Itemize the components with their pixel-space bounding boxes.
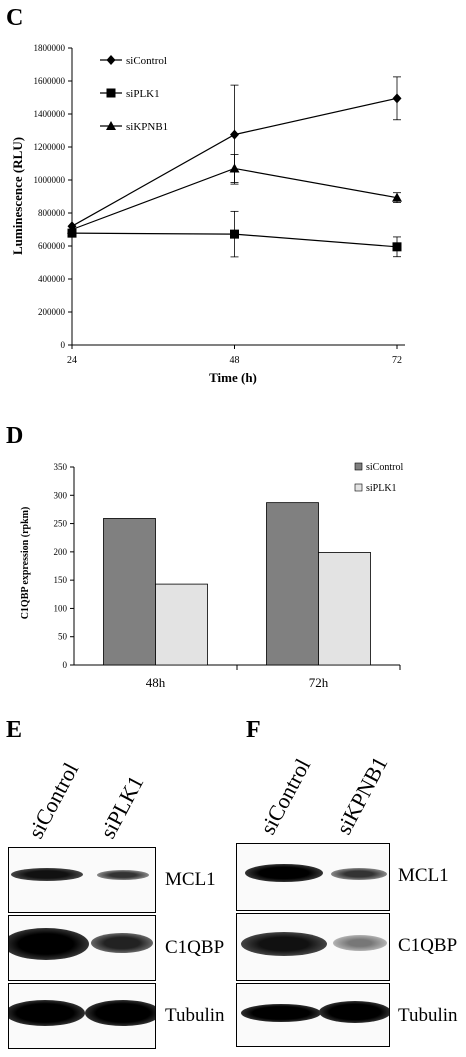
y-tick-label: 1400000 (34, 109, 66, 119)
y-tick-label: 300 (54, 490, 68, 500)
band (333, 935, 387, 951)
line-chart-luminescence: 0 200000 400000 600000 800000 1000000 1200000 1… (10, 43, 405, 385)
y-tick-label: 0 (61, 340, 66, 350)
x-tick-label: 24 (67, 355, 77, 366)
data-point-square (106, 88, 116, 98)
x-tick-label: 48 (230, 355, 240, 366)
band (11, 868, 83, 881)
blot-label-c1qbp: C1QBP (398, 935, 458, 956)
bars-group (103, 502, 371, 666)
series-group (67, 76, 402, 258)
data-point-diamond (392, 93, 402, 104)
legend-swatch (354, 483, 363, 492)
x-tick-label: 72 (392, 355, 402, 366)
band (241, 932, 327, 956)
band (9, 1000, 85, 1026)
y-tick-label: 150 (54, 575, 68, 585)
x-axis-label: Time (h) (209, 370, 257, 385)
data-point-diamond (230, 129, 239, 140)
legend-swatch (354, 462, 363, 471)
lane-label-sicontrol: siControl (22, 758, 84, 843)
lane-label-sikpnb1: siKPNB1 (330, 752, 393, 839)
data-point-triangle (392, 192, 402, 202)
y-tick-label: 1200000 (34, 142, 66, 152)
blot-label-mcl1: MCL1 (165, 869, 216, 890)
panel-letter-e: E (6, 717, 23, 743)
band (91, 933, 153, 953)
band (331, 868, 387, 880)
bar-chart-c1qbp: 0 50 100 150 200 250 300 350 48h 72h siControl siP… (20, 462, 403, 690)
bar-siplk1 (155, 583, 208, 666)
legend-label: siControl (126, 55, 167, 67)
data-point-diamond (106, 55, 116, 65)
x-tick-label: 72h (309, 675, 329, 690)
lane-label-siplk1: siPLK1 (94, 771, 149, 843)
band (85, 1000, 155, 1026)
y-tick-labels: 0 200000 400000 600000 800000 1000000 1200000 1… (34, 43, 403, 366)
y-tick-label: 200000 (38, 307, 66, 317)
y-tick-label: 350 (54, 462, 68, 472)
legend-label: siKPNB1 (126, 121, 168, 133)
blot-label-mcl1: MCL1 (398, 865, 449, 886)
blot-row-c1qbp (8, 915, 156, 981)
blot-label-c1qbp: C1QBP (165, 937, 225, 958)
bar-sicontrol (266, 502, 319, 666)
lane-label-sicontrol: siControl (254, 754, 316, 839)
band (97, 870, 149, 880)
band (241, 1004, 321, 1022)
blot-row-c1qbp (236, 913, 390, 981)
data-point-triangle (67, 224, 77, 234)
x-tick-label: 48h (146, 675, 166, 690)
series-sikpnb1 (67, 154, 402, 234)
y-tick-label: 800000 (38, 208, 66, 218)
y-tick-label: 250 (54, 519, 68, 529)
panel-letter-d: D (6, 423, 24, 449)
chart-axes (68, 47, 405, 349)
blot-row-mcl1 (236, 843, 390, 911)
bar-sicontrol (103, 518, 156, 666)
y-axis-label: C1QBP expression (rpkm) (20, 507, 31, 620)
y-tick-label: 50 (58, 632, 68, 642)
band (319, 1001, 389, 1023)
y-tick-label: 0 (63, 660, 68, 670)
data-point-square (230, 229, 239, 239)
blot-label-tubulin: Tubulin (398, 1005, 458, 1026)
band (245, 864, 323, 882)
panel-letter-c: C (6, 5, 24, 31)
y-tick-labels: 0 50 100 150 200 250 300 350 48h 72h (54, 462, 329, 690)
legend-label: siControl (366, 462, 403, 473)
legend-label: siPLK1 (126, 88, 160, 100)
blot-row-mcl1 (8, 847, 156, 913)
y-tick-label: 1000000 (34, 175, 66, 185)
y-tick-label: 100 (54, 603, 68, 613)
blot-row-tubulin (236, 983, 390, 1047)
data-point-square (392, 242, 402, 252)
y-tick-label: 1800000 (34, 43, 66, 53)
y-tick-label: 400000 (38, 274, 66, 284)
data-point-triangle (106, 121, 116, 130)
legend: siControl siPLK1 siKPNB1 (100, 55, 168, 133)
y-tick-label: 200 (54, 547, 68, 557)
bar-siplk1 (318, 552, 371, 666)
panel-letter-f: F (246, 717, 261, 743)
legend-label: siPLK1 (366, 483, 397, 494)
blot-row-tubulin (8, 983, 156, 1049)
y-tick-label: 600000 (38, 241, 66, 251)
data-point-triangle (229, 163, 240, 173)
y-tick-label: 1600000 (34, 76, 66, 86)
series-siplk1 (67, 210, 402, 258)
y-axis-label: Luminescence (RLU) (10, 137, 25, 255)
legend: siControl siPLK1 (354, 462, 403, 494)
band (9, 928, 89, 960)
blot-label-tubulin: Tubulin (165, 1005, 225, 1026)
